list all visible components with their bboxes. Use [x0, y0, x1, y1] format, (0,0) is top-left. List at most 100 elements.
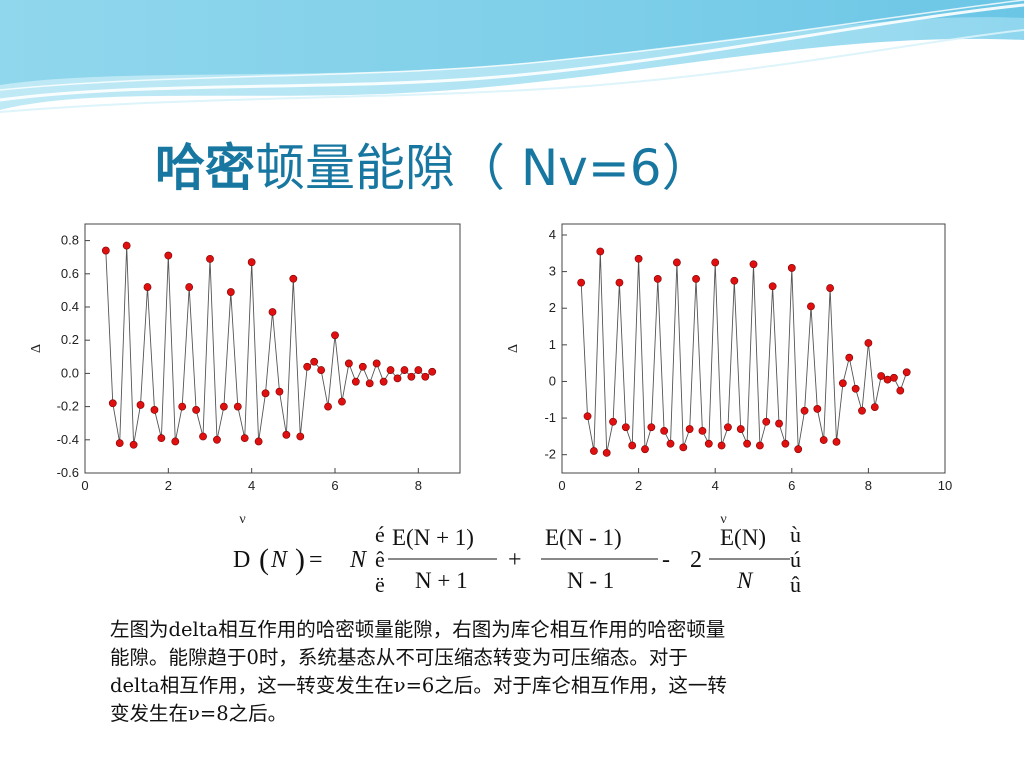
data-point [240, 434, 249, 443]
y-tick-label: 0.4 [61, 299, 79, 314]
data-point [877, 372, 886, 380]
data-point [724, 423, 732, 432]
data-point [851, 384, 860, 393]
data-point [296, 432, 305, 441]
x-tick-label: 4 [248, 478, 255, 493]
data-point [577, 278, 586, 287]
data-point [393, 374, 402, 383]
data-point [679, 443, 688, 452]
caption-text: 左图为delta相互作用的哈密顿量能隙，右图为库仑相互作用的哈密顿量 能隙。能隙… [110, 616, 910, 728]
data-point [717, 441, 726, 450]
series-line [580, 251, 908, 453]
data-point [800, 406, 809, 415]
delta-gap-chart: 0 2 4 6 8 -0.6 -0.4 -0.2 0.0 0.2 0.4 0.6 0.8 ν Δ [29, 223, 461, 525]
data-point [178, 402, 187, 411]
data-point [775, 419, 783, 428]
data-point [310, 357, 319, 366]
data-point [344, 359, 353, 368]
data-point [379, 377, 388, 386]
data-point [787, 264, 796, 272]
data-point [407, 372, 416, 381]
data-point [890, 373, 898, 382]
data-point [428, 367, 437, 376]
data-point [653, 275, 662, 283]
formula-frac1-denominator: N + 1 [415, 568, 468, 593]
data-point [129, 440, 138, 449]
x-axis-label: ν [239, 512, 245, 525]
data-point [762, 417, 771, 426]
data-point [386, 366, 395, 374]
data-point [338, 397, 346, 406]
formula-bracket-left-bot: ë [375, 572, 385, 597]
y-tick-label: 0 [549, 373, 556, 388]
header-banner [0, 0, 1024, 113]
formula-plus: + [508, 547, 522, 573]
data-point [185, 283, 194, 291]
data-point [247, 258, 256, 267]
y-axis-label: Δ [29, 344, 44, 353]
data-point [400, 366, 409, 374]
data-point [628, 441, 637, 450]
plot-frame [84, 223, 461, 474]
y-tick-label: -0.4 [57, 432, 79, 447]
data-point [896, 386, 905, 395]
data-point [108, 399, 117, 408]
formula-equals: = [309, 547, 323, 573]
y-tick-label: 1 [549, 337, 556, 352]
y-tick-label: -0.6 [57, 465, 79, 480]
data-point [768, 282, 777, 291]
data-point [864, 339, 873, 347]
data-point [685, 425, 694, 433]
data-point [666, 439, 675, 448]
data-point [736, 425, 745, 433]
formula-frac2-denominator: N - 1 [567, 568, 614, 593]
y-tick-label: 4 [549, 227, 556, 242]
data-point [275, 387, 284, 396]
y-tick-label: 0.0 [61, 365, 79, 380]
data-point [704, 439, 713, 448]
data-point [647, 423, 656, 432]
title-bold-part: 哈密 [155, 139, 255, 197]
formula-bracket-right-mid: ú [790, 547, 801, 572]
data-point [672, 258, 681, 267]
data-point [261, 389, 270, 398]
data-point [414, 366, 423, 374]
data-point [365, 379, 374, 388]
x-axis-label: ν [720, 512, 726, 525]
data-point [213, 435, 221, 444]
data-point [819, 436, 828, 444]
formula-paren-open: ( [259, 543, 269, 576]
data-point [122, 241, 131, 250]
data-point [324, 402, 332, 411]
y-tick-label: -0.2 [57, 399, 79, 414]
formula-frac2-numerator: E(N - 1) [545, 525, 622, 550]
x-tick-label: 6 [788, 478, 795, 493]
data-point [233, 402, 242, 411]
data-point [832, 437, 841, 446]
data-point [317, 366, 326, 374]
data-point [199, 432, 207, 441]
data-point [331, 331, 339, 340]
y-tick-label: 0.8 [61, 233, 79, 248]
data-point [590, 447, 598, 455]
data-point [157, 434, 166, 443]
data-point [171, 437, 180, 446]
gap-formula: D ( N ) = N é ê ë E(N + 1) N + 1 + E(N -… [233, 522, 801, 597]
data-point [838, 379, 847, 388]
data-point [143, 283, 152, 291]
page-title: 哈密顿量能隙（ Nv=6） [155, 128, 875, 198]
series-line [105, 245, 433, 445]
caption-line-4: 变发生在ν=8之后。 [110, 702, 288, 725]
data-point [303, 362, 312, 371]
caption-line-2: 能隙。能隙趋于0时，系统基态从不可压缩态转变为可压缩态。对于 [110, 646, 688, 669]
data-point [596, 247, 605, 256]
data-point [226, 288, 235, 296]
formula-lhs: D [233, 547, 250, 573]
formula-frac1-numerator: E(N + 1) [392, 525, 474, 550]
x-tick-label: 0 [558, 478, 565, 493]
data-point [698, 426, 707, 435]
data-point [282, 430, 291, 439]
formula-bracket-right-top: ù [790, 522, 801, 547]
data-point [660, 426, 669, 435]
x-tick-label: 8 [415, 478, 422, 493]
